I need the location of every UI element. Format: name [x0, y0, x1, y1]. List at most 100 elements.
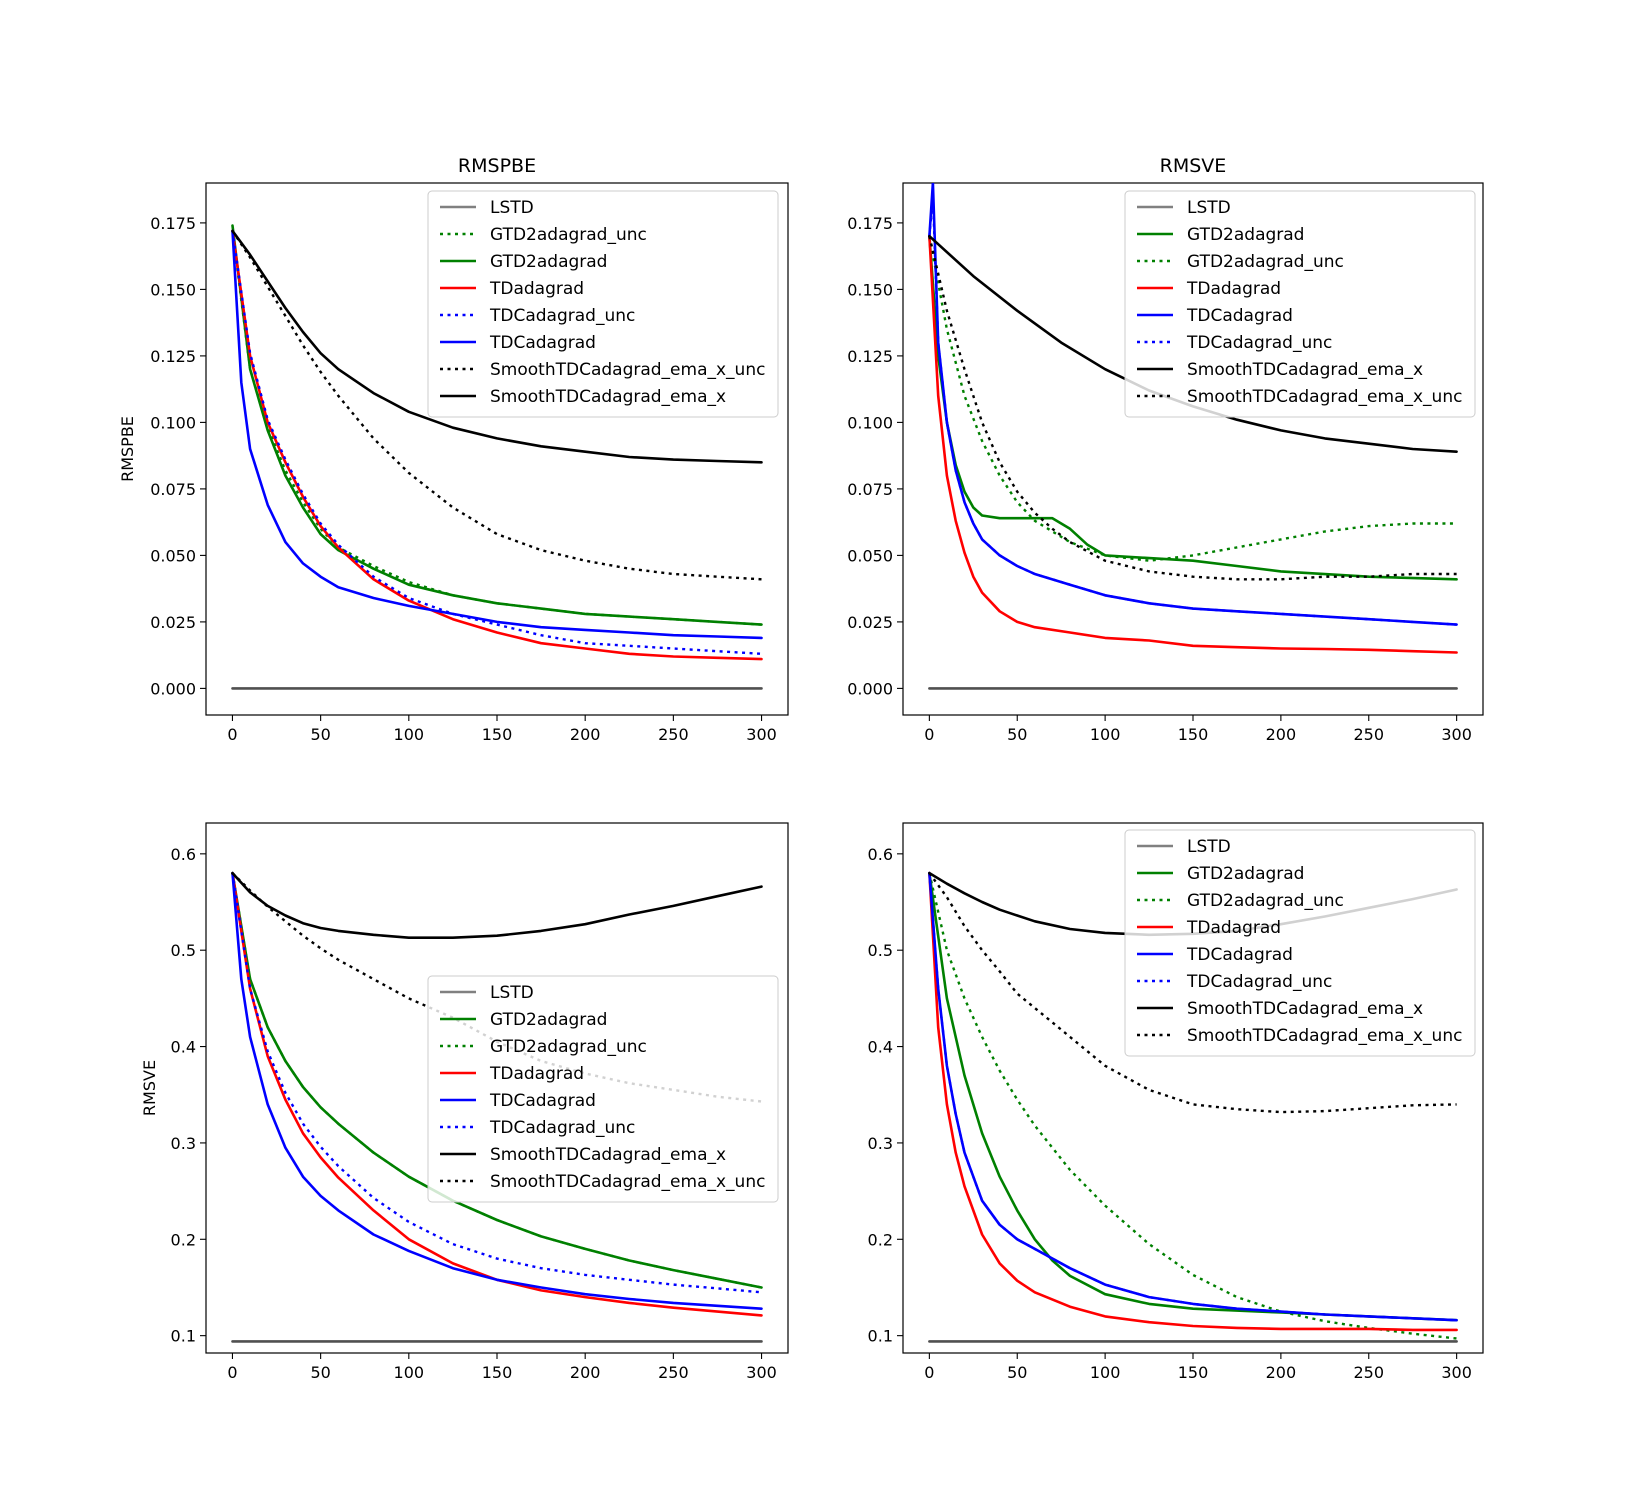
series-line-tdadagrad [928, 871, 1458, 1332]
series-group [928, 183, 1458, 690]
series-line-tdadagrad [231, 229, 763, 661]
legend-label-smoothtdcadagrad-ema-x: SmoothTDCadagrad_ema_x [490, 387, 726, 407]
legend-label-gtd2adagrad-unc: GTD2adagrad_unc [1187, 252, 1344, 272]
y-axis-label: RMSPBE [118, 416, 137, 482]
x-tick-label: 250 [658, 1363, 689, 1382]
y-tick-label: 0.3 [171, 1134, 196, 1153]
x-tick-label: 50 [310, 725, 330, 744]
x-tick-label: 200 [1266, 725, 1297, 744]
series-group [231, 224, 763, 690]
x-tick-label: 0 [924, 725, 934, 744]
y-tick-label: 0.5 [171, 941, 196, 960]
series-line-smoothtdcadagrad-ema-x-unc [231, 230, 762, 581]
legend-label-tdcadagrad-unc: TDCadagrad_unc [489, 1118, 635, 1138]
x-tick-label: 100 [1090, 1363, 1121, 1382]
legend-label-tdcadagrad: TDCadagrad [1186, 306, 1293, 326]
series-line-tdadagrad [928, 234, 1458, 654]
series-line-gtd2adagrad-unc [928, 235, 1457, 562]
y-tick-label: 0.025 [847, 613, 893, 632]
legend: LSTD GTD2adagrad GTD2adagrad_unc TDadagrad T… [1124, 190, 1476, 418]
panel-title: RMSVE [1160, 155, 1227, 177]
series-line-gtd2adagrad [928, 234, 1458, 581]
y-tick-label: 0.075 [150, 480, 196, 499]
legend-label-gtd2adagrad: GTD2adagrad [1187, 225, 1304, 245]
y-tick-label: 0.1 [171, 1327, 196, 1346]
series-line-gtd2adagrad-unc [928, 872, 1457, 1340]
x-tick-label: 0 [227, 1363, 237, 1382]
legend-label-smoothtdcadagrad-ema-x-unc: SmoothTDCadagrad_ema_x_unc [490, 360, 765, 380]
y-tick-label: 0.1 [868, 1327, 893, 1346]
x-tick-label: 100 [394, 725, 425, 744]
y-tick-label: 0.5 [868, 941, 893, 960]
panel-rmsve-bottom-right: 0 50 100 150 200 250 300 0.1 0.2 0.3 0.4 0.5 0.6 LST… [868, 822, 1484, 1382]
x-tick-label: 50 [1007, 725, 1027, 744]
legend-label-tdcadagrad: TDCadagrad [1186, 945, 1293, 965]
y-tick-label: 0.000 [847, 679, 893, 698]
legend-label-smoothtdcadagrad-ema-x-unc: SmoothTDCadagrad_ema_x_unc [1187, 387, 1462, 407]
x-tick-label: 150 [1178, 1363, 1209, 1382]
legend-label-tdadagrad: TDadagrad [489, 1064, 584, 1084]
legend-label-tdcadagrad-unc: TDCadagrad_unc [1186, 972, 1332, 992]
legend-label-tdcadagrad-unc: TDCadagrad_unc [489, 306, 635, 326]
x-tick-label: 0 [227, 725, 237, 744]
series-line-smoothtdcadagrad-ema-x-unc [928, 872, 1457, 1114]
y-tick-label: 0.025 [150, 613, 196, 632]
y-tick-label: 0.050 [150, 546, 196, 565]
x-tick-label: 50 [1007, 1363, 1027, 1382]
legend-label-tdcadagrad-unc: TDCadagrad_unc [1186, 333, 1332, 353]
x-tick-label: 50 [310, 1363, 330, 1382]
legend-label-gtd2adagrad-unc: GTD2adagrad_unc [1187, 891, 1344, 911]
axis-ticks: 0 50 100 150 200 250 300 0.1 0.2 0.3 0.4 0.5 0.6 [868, 845, 1472, 1382]
legend: LSTD GTD2adagrad GTD2adagrad_unc TDadagrad T… [1124, 829, 1476, 1057]
x-tick-label: 150 [482, 1363, 513, 1382]
legend-label-lstd: LSTD [1187, 198, 1231, 218]
x-tick-label: 300 [1441, 1363, 1472, 1382]
legend: LSTD GTD2adagrad_unc GTD2adagrad TDadagrad T… [427, 190, 779, 418]
axis-ticks: 0 50 100 150 200 250 300 0.000 0.025 0.050 0.075 0.… [847, 214, 1472, 744]
legend-label-smoothtdcadagrad-ema-x: SmoothTDCadagrad_ema_x [490, 1145, 726, 1165]
legend-label-tdcadagrad: TDCadagrad [489, 1091, 596, 1111]
y-tick-label: 0.150 [150, 280, 196, 299]
legend-label-lstd: LSTD [1187, 837, 1231, 857]
y-tick-label: 0.100 [150, 413, 196, 432]
x-tick-label: 300 [746, 1363, 777, 1382]
x-tick-label: 300 [746, 725, 777, 744]
x-tick-label: 100 [394, 1363, 425, 1382]
legend-label-tdcadagrad: TDCadagrad [489, 333, 596, 353]
legend-label-smoothtdcadagrad-ema-x-unc: SmoothTDCadagrad_ema_x_unc [1187, 1026, 1462, 1046]
axis-ticks: 0 50 100 150 200 250 300 0.1 0.2 0.3 0.4 0.5 0.6 [171, 845, 777, 1382]
legend: LSTD GTD2adagrad GTD2adagrad_unc TDadagrad T… [427, 975, 779, 1203]
panel-rmspbe: RMSPBE RMSPBE 0 50 100 150 200 250 300 0.000 0.0… [118, 155, 789, 744]
series-line-tdcadagrad-unc [231, 872, 762, 1294]
y-tick-label: 0.125 [847, 347, 893, 366]
y-tick-label: 0.6 [868, 845, 893, 864]
y-tick-label: 0.050 [847, 546, 893, 565]
x-tick-label: 150 [1178, 725, 1209, 744]
y-tick-label: 0.150 [847, 280, 893, 299]
y-tick-label: 0.2 [868, 1230, 893, 1249]
y-tick-label: 0.175 [847, 214, 893, 233]
x-tick-label: 150 [482, 725, 513, 744]
x-tick-label: 200 [1266, 1363, 1297, 1382]
series-line-tdadagrad [231, 871, 763, 1317]
y-tick-label: 0.125 [150, 347, 196, 366]
legend-box [1124, 829, 1476, 1057]
y-tick-label: 0.2 [171, 1230, 196, 1249]
series-line-tdcadagrad [928, 183, 1458, 626]
x-tick-label: 100 [1090, 725, 1121, 744]
y-tick-label: 0.4 [171, 1038, 196, 1057]
x-tick-label: 250 [658, 725, 689, 744]
legend-label-smoothtdcadagrad-ema-x: SmoothTDCadagrad_ema_x [1187, 999, 1423, 1019]
x-tick-label: 200 [570, 1363, 601, 1382]
y-tick-label: 0.4 [868, 1038, 893, 1057]
legend-box [427, 190, 779, 418]
legend-box [427, 975, 779, 1203]
series-line-tdcadagrad-unc [928, 873, 1457, 1322]
series-line-smoothtdcadagrad-ema-x [231, 229, 763, 464]
y-tick-label: 0.6 [171, 845, 196, 864]
legend-label-gtd2adagrad: GTD2adagrad [1187, 864, 1304, 884]
legend-label-lstd: LSTD [490, 198, 534, 218]
legend-label-tdadagrad: TDadagrad [1186, 918, 1281, 938]
series-line-tdcadagrad [231, 229, 763, 640]
